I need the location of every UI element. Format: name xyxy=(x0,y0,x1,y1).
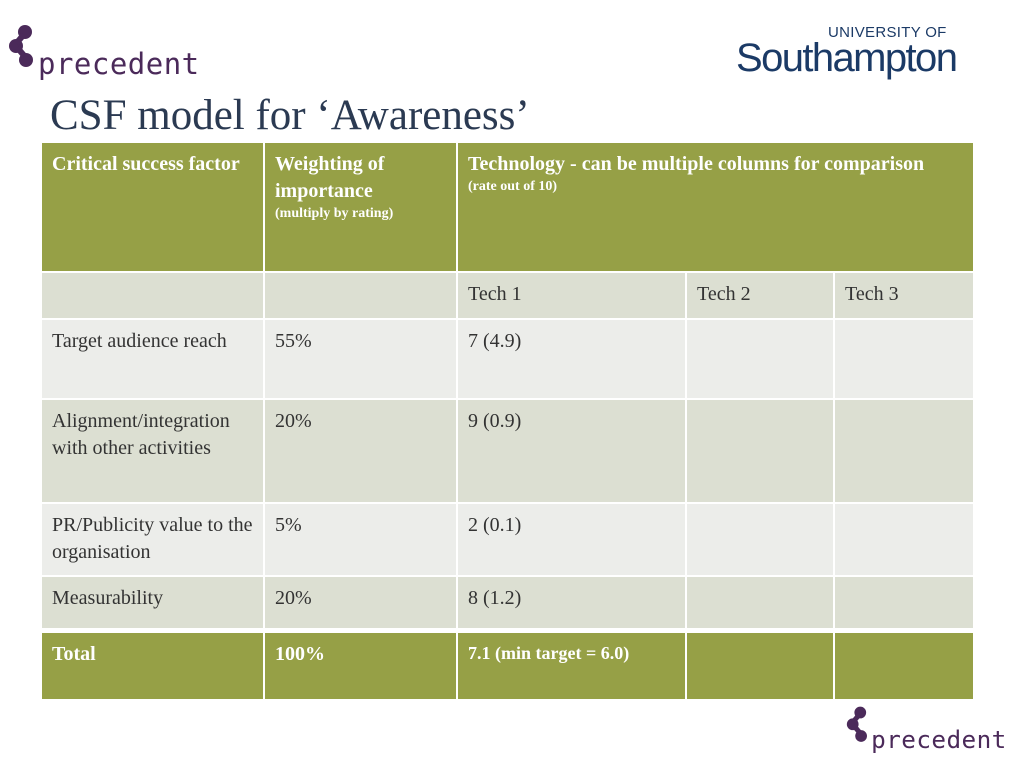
tech2-cell xyxy=(685,318,835,400)
university-of-label: UNIVERSITY OF xyxy=(828,24,947,41)
header-technology: Technology - can be multiple columns for… xyxy=(455,141,976,273)
factor-cell: Measurability xyxy=(40,575,265,632)
precedent-symbol-icon xyxy=(9,25,33,67)
precedent-wordmark: precedent xyxy=(871,725,1007,754)
table-row: Target audience reach 55% 7 (4.9) xyxy=(40,318,976,400)
header-weighting: Weighting of importance (multiply by rat… xyxy=(263,141,458,273)
precedent-logo-footer: precedent xyxy=(846,706,1007,754)
weight-cell: 55% xyxy=(263,318,458,400)
header-technology-note: (rate out of 10) xyxy=(468,179,558,194)
weight-cell: 20% xyxy=(263,575,458,632)
table-row: Alignment/integration with other activit… xyxy=(40,398,976,504)
tech1-cell: 2 (0.1) xyxy=(456,502,687,577)
table-cell xyxy=(263,271,458,320)
total-tech1: 7.1 (min target = 6.0) xyxy=(456,628,687,701)
tech-column-1: Tech 1 xyxy=(456,271,687,320)
total-tech3 xyxy=(832,628,976,701)
factor-cell: PR/Publicity value to the organisation xyxy=(40,502,265,577)
tech3-cell xyxy=(832,318,976,400)
factor-cell: Target audience reach xyxy=(40,318,265,400)
header-critical-success-factor: Critical success factor xyxy=(40,141,265,273)
university-logo: UNIVERSITY OF Southampton xyxy=(736,24,986,86)
page-title: CSF model for ‘Awareness’ xyxy=(50,92,530,139)
precedent-wordmark: precedent xyxy=(38,47,200,81)
tech3-cell xyxy=(832,575,976,632)
tech1-cell: 7 (4.9) xyxy=(456,318,687,400)
total-tech2 xyxy=(685,628,835,701)
table-row: Measurability 20% 8 (1.2) xyxy=(40,575,976,632)
header-weighting-note: (multiply by rating) xyxy=(275,206,394,221)
weight-cell: 20% xyxy=(263,398,458,504)
tech2-cell xyxy=(685,575,835,632)
total-weight: 100% xyxy=(263,628,458,701)
tech1-cell: 8 (1.2) xyxy=(456,575,687,632)
tech1-cell: 9 (0.9) xyxy=(456,398,687,504)
table-cell xyxy=(40,271,265,320)
table-header-row: Critical success factor Weighting of imp… xyxy=(40,141,976,273)
weight-cell: 5% xyxy=(263,502,458,577)
tech-column-3: Tech 3 xyxy=(832,271,976,320)
total-row: Total 100% 7.1 (min target = 6.0) xyxy=(40,628,976,701)
tech2-cell xyxy=(685,502,835,577)
precedent-logo: precedent xyxy=(9,25,200,81)
tech3-cell xyxy=(832,502,976,577)
southampton-wordmark: Southampton xyxy=(736,36,958,80)
tech-column-2: Tech 2 xyxy=(685,271,835,320)
csf-table: Critical success factor Weighting of imp… xyxy=(40,141,976,701)
factor-cell: Alignment/integration with other activit… xyxy=(40,398,265,504)
tech3-cell xyxy=(832,398,976,504)
precedent-symbol-icon xyxy=(846,706,867,742)
tech2-cell xyxy=(685,398,835,504)
tech-columns-row: Tech 1 Tech 2 Tech 3 xyxy=(40,271,976,320)
table-row: PR/Publicity value to the organisation 5… xyxy=(40,502,976,577)
total-label: Total xyxy=(40,628,265,701)
